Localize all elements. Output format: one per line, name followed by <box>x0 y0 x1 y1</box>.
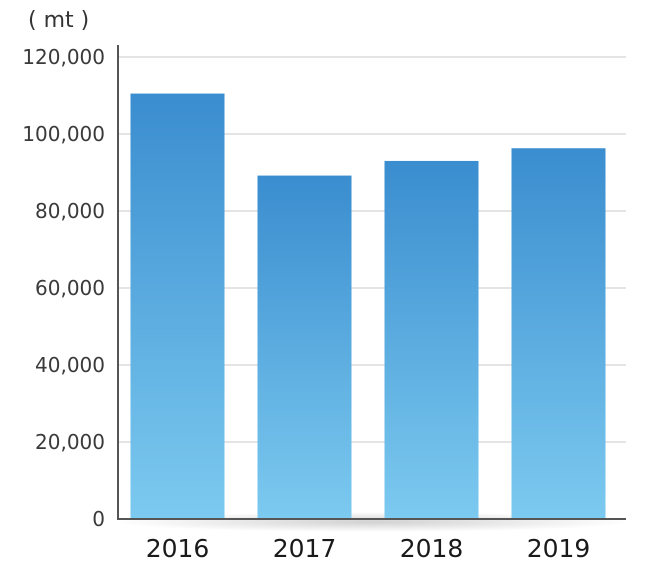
floor-shadow <box>112 512 632 532</box>
bars <box>130 93 606 519</box>
y-tick-label: 40,000 <box>35 353 105 377</box>
x-tick-label: 2019 <box>527 534 591 563</box>
x-tick-label: 2017 <box>273 534 337 563</box>
bar-2019 <box>511 148 606 519</box>
y-tick-label: 20,000 <box>35 430 105 454</box>
unit-label: ( mt ) <box>28 8 89 33</box>
y-tick-label: 60,000 <box>35 276 105 300</box>
bar-2016 <box>130 93 225 519</box>
y-axis-tick-labels: 0 20,000 40,000 60,000 80,000 100,000 120,000 <box>22 45 105 531</box>
y-tick-label: 0 <box>92 507 105 531</box>
bar-2018 <box>384 160 479 519</box>
x-axis-tick-labels: 2016 2017 2018 2019 <box>146 534 591 563</box>
bar-2017 <box>257 175 352 519</box>
x-tick-label: 2018 <box>400 534 464 563</box>
y-tick-label: 100,000 <box>22 122 105 146</box>
y-tick-label: 80,000 <box>35 199 105 223</box>
x-tick-label: 2016 <box>146 534 210 563</box>
y-tick-label: 120,000 <box>22 45 105 69</box>
